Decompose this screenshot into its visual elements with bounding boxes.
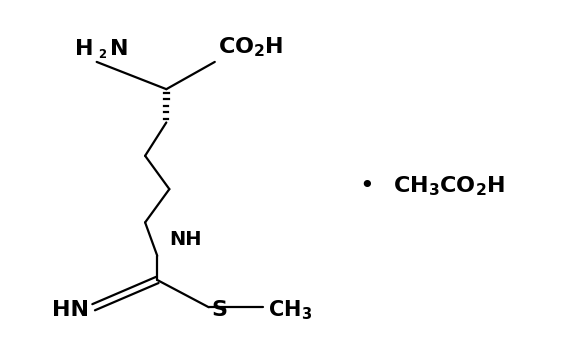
Text: NH: NH	[169, 230, 202, 249]
Text: N: N	[110, 39, 128, 59]
Text: $\mathregular{CH_3}$: $\mathregular{CH_3}$	[268, 298, 312, 322]
Text: HN: HN	[52, 300, 89, 320]
Text: H: H	[75, 39, 94, 59]
Text: $\mathregular{CO_2H}$: $\mathregular{CO_2H}$	[218, 35, 283, 59]
Text: $\mathregular{CH_3CO_2H}$: $\mathregular{CH_3CO_2H}$	[393, 174, 505, 198]
Text: S: S	[211, 300, 228, 320]
Text: $\mathregular{_2}$: $\mathregular{_2}$	[99, 43, 107, 61]
Text: •: •	[359, 174, 374, 198]
